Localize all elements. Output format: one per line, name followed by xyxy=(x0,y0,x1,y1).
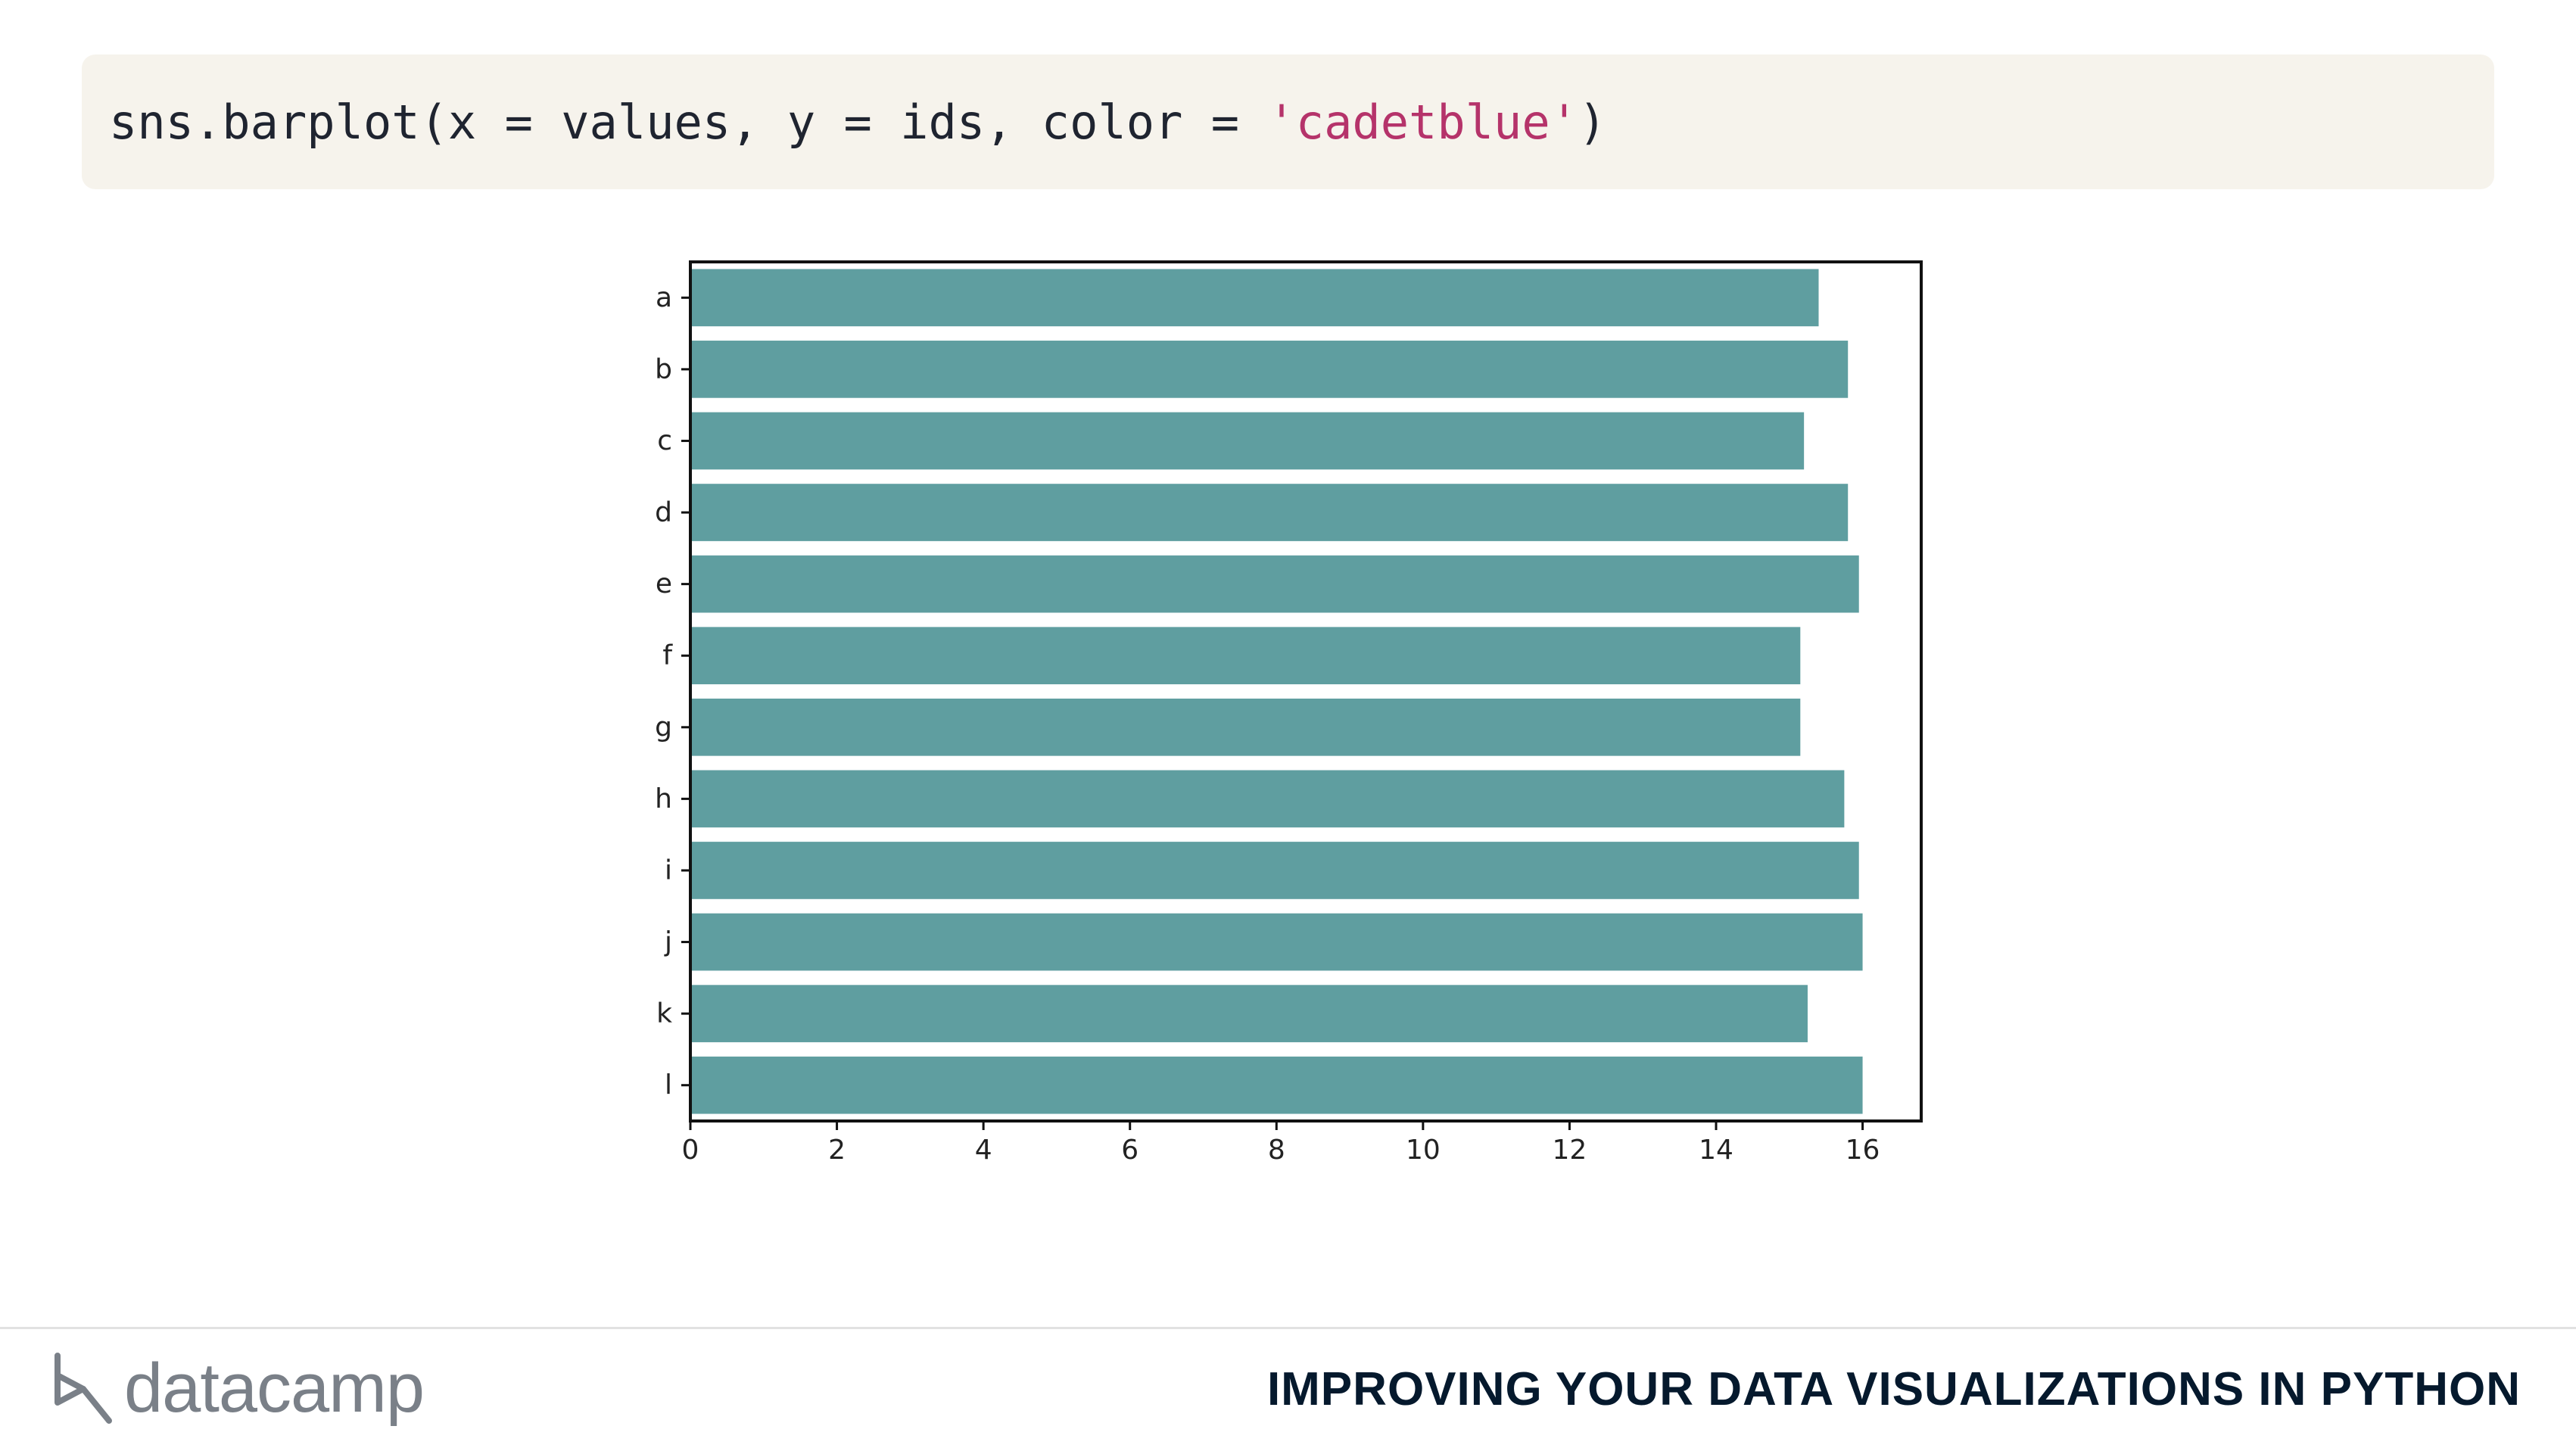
y-ticks-group: a b c d e f g h i j k l xyxy=(655,282,690,1101)
y-tick-label-k: k xyxy=(656,998,672,1029)
bar-d xyxy=(690,484,1849,541)
x-tick-label-6: 6 xyxy=(1121,1135,1138,1166)
code-snippet: sns.barplot(x = values, y = ids, color =… xyxy=(82,54,2494,189)
bar-j xyxy=(690,913,1863,971)
bar-g xyxy=(690,698,1801,756)
code-prefix: sns.barplot(x = values, y = ids, color = xyxy=(109,94,1268,150)
x-tick-label-2: 2 xyxy=(828,1135,846,1166)
plot-frame xyxy=(689,260,1923,1123)
y-tick-label-b: b xyxy=(655,353,672,385)
y-tick-label-l: l xyxy=(665,1070,672,1101)
x-ticks-group: 0 2 4 6 8 10 12 14 16 xyxy=(682,1121,1880,1166)
y-tick-label-h: h xyxy=(655,783,672,814)
brand-name: datacamp xyxy=(124,1350,425,1427)
bar-l xyxy=(690,1056,1863,1114)
x-tick-label-4: 4 xyxy=(975,1135,992,1166)
y-tick-label-i: i xyxy=(665,855,672,886)
bar-e xyxy=(690,555,1859,613)
bar-f xyxy=(690,627,1801,685)
bar-chart: a b c d e f g h i j k l 0 2 4 6 8 10 12 14 16 xyxy=(655,260,1923,1166)
y-tick-label-g: g xyxy=(655,711,672,743)
x-tick-label-16: 16 xyxy=(1846,1135,1880,1166)
y-tick-label-c: c xyxy=(657,425,672,456)
bar-a xyxy=(690,269,1819,327)
x-tick-label-8: 8 xyxy=(1268,1135,1285,1166)
footer-divider xyxy=(0,1327,2576,1329)
code-string-arg: 'cadetblue' xyxy=(1267,94,1579,150)
y-tick-label-e: e xyxy=(656,568,672,599)
datacamp-logo-icon xyxy=(55,1352,112,1424)
y-tick-label-f: f xyxy=(662,640,673,671)
y-tick-label-j: j xyxy=(664,926,672,957)
course-title: IMPROVING YOUR DATA VISUALIZATIONS IN PY… xyxy=(1266,1363,2521,1415)
bar-b xyxy=(690,341,1849,398)
bar-i xyxy=(690,842,1859,899)
y-tick-label-a: a xyxy=(656,282,672,313)
x-tick-label-14: 14 xyxy=(1699,1135,1733,1166)
bar-k xyxy=(690,985,1808,1042)
code-suffix: ) xyxy=(1578,94,1607,150)
datacamp-logo: datacamp xyxy=(53,1349,425,1428)
bar-c xyxy=(690,412,1805,470)
bar-h xyxy=(690,770,1845,828)
bars-group xyxy=(690,269,1863,1114)
x-tick-label-0: 0 xyxy=(682,1135,699,1166)
x-tick-label-10: 10 xyxy=(1406,1135,1441,1166)
x-tick-label-12: 12 xyxy=(1553,1135,1587,1166)
y-tick-label-d: d xyxy=(655,497,672,528)
